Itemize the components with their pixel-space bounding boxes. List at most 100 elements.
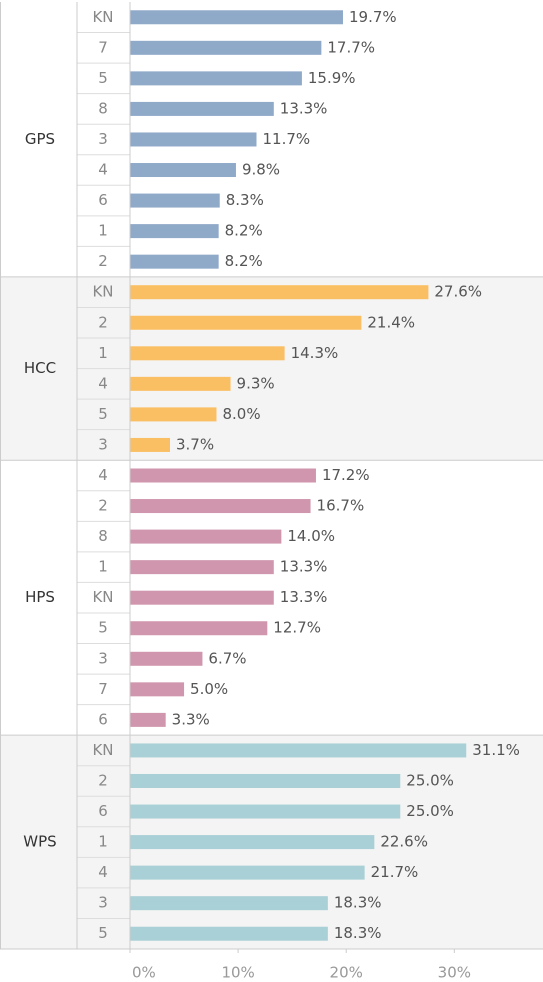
category-label: 4	[98, 863, 108, 881]
category-label: 4	[98, 374, 108, 392]
bar	[130, 101, 274, 116]
value-label: 17.7%	[327, 38, 375, 56]
value-label: 25.0%	[406, 771, 454, 789]
category-label: KN	[92, 283, 113, 301]
bar	[130, 804, 401, 819]
x-tick-label: 20%	[330, 964, 363, 982]
category-label: 5	[98, 619, 108, 637]
value-label: 8.3%	[226, 191, 264, 209]
bar	[130, 10, 343, 25]
bar	[130, 621, 268, 636]
category-label: 2	[98, 252, 108, 270]
bar	[130, 529, 282, 544]
value-label: 19.7%	[349, 8, 397, 26]
value-label: 8.2%	[225, 222, 263, 240]
value-label: 16.7%	[317, 497, 365, 515]
bar	[130, 224, 219, 239]
bar	[130, 926, 328, 941]
category-label: 3	[98, 894, 108, 912]
category-label: 4	[98, 161, 108, 179]
value-label: 17.2%	[322, 466, 370, 484]
value-label: 13.3%	[280, 99, 328, 117]
category-label: 3	[98, 649, 108, 667]
x-tick-label: 0%	[132, 964, 156, 982]
value-label: 9.8%	[242, 161, 280, 179]
value-label: 13.3%	[280, 588, 328, 606]
value-label: 21.7%	[371, 863, 419, 881]
category-label: 2	[98, 497, 108, 515]
bar	[130, 285, 429, 300]
bar	[130, 407, 217, 422]
bar	[130, 712, 166, 727]
category-label: 2	[98, 313, 108, 331]
bar	[130, 590, 274, 605]
value-label: 3.7%	[176, 435, 214, 453]
value-label: 18.3%	[334, 924, 382, 942]
bar	[130, 560, 274, 575]
category-label: KN	[92, 741, 113, 759]
value-label: 3.3%	[172, 710, 210, 728]
bar	[130, 315, 362, 330]
value-label: 6.7%	[208, 649, 246, 667]
bar	[130, 71, 302, 86]
value-label: 27.6%	[434, 283, 482, 301]
group-label: GPS	[25, 130, 55, 148]
category-label: 2	[98, 771, 108, 789]
value-label: 12.7%	[273, 619, 321, 637]
category-label: 1	[98, 558, 108, 576]
category-label: 6	[98, 191, 108, 209]
x-tick-label: 10%	[221, 964, 254, 982]
bar	[130, 835, 375, 850]
category-label: 1	[98, 833, 108, 851]
category-label: 6	[98, 802, 108, 820]
bar	[130, 132, 257, 147]
category-label: KN	[92, 8, 113, 26]
value-label: 14.0%	[287, 527, 335, 545]
bar	[130, 773, 401, 788]
x-tick-label: 30%	[438, 964, 471, 982]
value-label: 9.3%	[237, 374, 275, 392]
group-label: HPS	[25, 588, 55, 606]
value-label: 5.0%	[190, 680, 228, 698]
bar	[130, 499, 311, 514]
value-label: 14.3%	[291, 344, 339, 362]
value-label: 18.3%	[334, 894, 382, 912]
value-label: 22.6%	[380, 833, 428, 851]
bar	[130, 193, 220, 208]
bar	[130, 896, 328, 911]
value-label: 8.0%	[222, 405, 260, 423]
bar	[130, 682, 185, 697]
category-label: 5	[98, 69, 108, 87]
value-label: 13.3%	[280, 558, 328, 576]
bar	[130, 346, 285, 361]
category-label: KN	[92, 588, 113, 606]
category-label: 8	[98, 527, 108, 545]
value-label: 11.7%	[262, 130, 310, 148]
value-label: 25.0%	[406, 802, 454, 820]
value-label: 15.9%	[308, 69, 356, 87]
category-label: 5	[98, 405, 108, 423]
category-label: 4	[98, 466, 108, 484]
bar	[130, 743, 467, 758]
bar	[130, 254, 219, 269]
bar	[130, 437, 171, 452]
category-label: 8	[98, 99, 108, 117]
value-label: 31.1%	[472, 741, 520, 759]
bar	[130, 376, 231, 391]
bar	[130, 651, 203, 666]
bar	[130, 40, 322, 55]
bar	[130, 865, 365, 880]
category-label: 6	[98, 710, 108, 728]
category-label: 3	[98, 435, 108, 453]
group-label: WPS	[23, 833, 56, 851]
bar	[130, 163, 236, 178]
category-label: 3	[98, 130, 108, 148]
bar	[130, 468, 316, 483]
category-label: 1	[98, 222, 108, 240]
category-label: 7	[98, 38, 108, 56]
category-label: 1	[98, 344, 108, 362]
value-label: 21.4%	[367, 313, 415, 331]
group-label: HCC	[24, 359, 56, 377]
category-label: 7	[98, 680, 108, 698]
